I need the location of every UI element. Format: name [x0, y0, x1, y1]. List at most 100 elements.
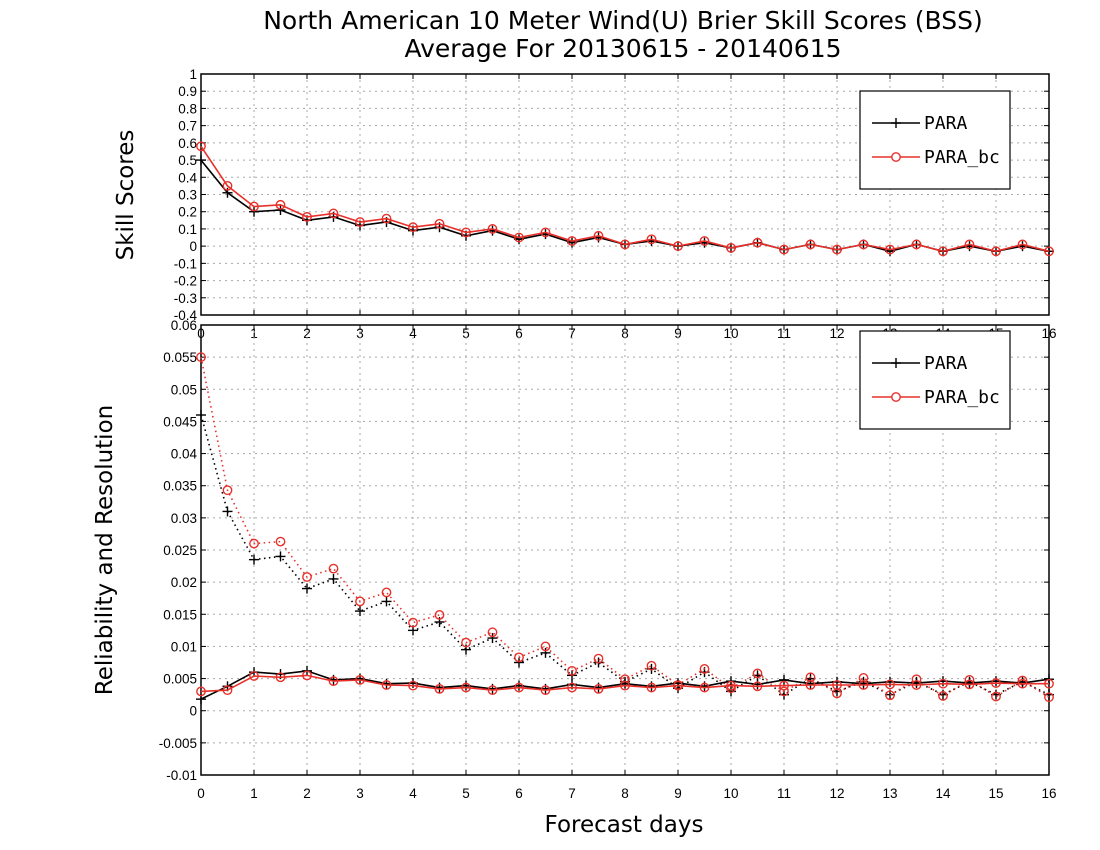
y-tick-label: 0.5	[178, 153, 197, 168]
data-point-circle	[805, 239, 816, 250]
data-point-plus	[381, 596, 392, 607]
data-point-plus	[196, 155, 206, 166]
series-line	[200, 674, 1049, 693]
x-tick-label: 10	[723, 326, 738, 341]
data-point-circle	[620, 239, 630, 250]
data-point-circle	[514, 652, 524, 663]
data-point-circle	[699, 236, 710, 246]
bottom-y-axis-label: Reliability and Resolution	[92, 405, 118, 695]
x-tick-label: 2	[303, 786, 311, 801]
x-tick-label: 4	[409, 326, 417, 341]
y-tick-label: 0.035	[163, 479, 197, 494]
y-tick-label: 0.6	[178, 136, 197, 151]
legend-label: PARA_bc	[924, 147, 1000, 168]
legend-label: PARA	[924, 113, 968, 134]
y-tick-label: -0.4	[174, 308, 198, 323]
x-tick-label: 7	[568, 326, 576, 341]
data-point-circle	[779, 680, 789, 691]
data-point-circle	[991, 678, 1001, 688]
data-point-circle	[408, 222, 418, 233]
data-point-circle	[249, 538, 259, 549]
chart-title-line1: North American 10 Meter Wind(U) Brier Sk…	[263, 6, 983, 35]
legend-box	[859, 90, 1011, 190]
y-tick-label: 0.4	[178, 170, 197, 185]
data-point-circle	[752, 681, 763, 692]
panel-skill-scores: 1 0.9 0.8 0.7 0.6 0.5 0.4 0.3 0.2 0.1 0 -0.1 -0.2 -0.…	[174, 67, 1057, 341]
top-y-axis-label: Skill Scores	[113, 130, 139, 261]
x-tick-label: 4	[409, 786, 417, 801]
data-point-plus	[196, 410, 206, 420]
y-tick-label: 0.8	[178, 101, 197, 116]
panel-reliability-resolution: 0.060.0550.050.0450.040.0350.030.0250.02…	[159, 318, 1057, 801]
y-tick-label: 0.005	[163, 672, 197, 687]
x-tick-label: 1	[250, 326, 258, 341]
data-point-circle	[593, 230, 604, 241]
legend-swatch-circle	[891, 152, 901, 162]
x-tick-label: 0	[197, 786, 205, 801]
series-para-bc-solid	[196, 141, 1054, 257]
data-point-circle	[461, 637, 471, 648]
data-point-circle	[699, 664, 710, 674]
data-point-circle	[1017, 678, 1028, 689]
data-point-circle	[381, 213, 392, 224]
y-tick-label: 0.055	[163, 350, 197, 365]
data-point-circle	[779, 686, 789, 697]
data-point-circle	[328, 563, 339, 574]
x-tick-label: 5	[462, 326, 470, 341]
data-point-circle	[514, 682, 524, 693]
legend-label: PARA	[924, 353, 968, 374]
x-tick-label: 11	[777, 786, 791, 801]
data-point-circle	[434, 610, 445, 620]
legend: PARA PARA_bc	[859, 330, 1011, 430]
x-tick-label: 12	[829, 326, 844, 341]
series-para-bc-solid	[196, 670, 1054, 697]
x-tick-label: 3	[356, 786, 364, 801]
series-line	[200, 414, 1050, 696]
data-point-circle	[461, 682, 471, 693]
data-point-plus	[487, 633, 498, 644]
y-tick-label: 0.025	[163, 543, 197, 558]
data-point-circle	[832, 244, 842, 255]
data-point-circle	[567, 682, 577, 693]
data-point-circle	[620, 680, 630, 691]
data-point-circle	[567, 665, 577, 676]
data-point-circle	[885, 690, 895, 701]
data-point-circle	[381, 587, 392, 598]
data-point-plus	[779, 674, 789, 685]
data-point-circle	[381, 680, 392, 690]
data-point-circle	[514, 232, 524, 243]
y-tick-label: 0.05	[171, 382, 197, 397]
data-point-circle	[275, 536, 286, 547]
y-tick-label: 0.04	[171, 447, 198, 462]
data-point-circle	[593, 683, 604, 694]
x-axis-label: Forecast days	[545, 812, 704, 838]
data-point-circle	[487, 685, 498, 696]
y-tick-label: 0.015	[163, 607, 197, 622]
data-point-circle	[726, 680, 736, 691]
data-point-circle	[355, 596, 365, 607]
data-point-circle	[1017, 239, 1028, 250]
x-tick-label: 12	[829, 786, 844, 801]
plot-frame	[200, 73, 1050, 316]
data-point-circle	[938, 678, 948, 689]
y-tick-label: 0.7	[178, 119, 197, 134]
data-point-circle	[991, 246, 1001, 257]
data-point-circle	[805, 680, 816, 690]
y-tick-label: -0.2	[174, 274, 197, 289]
y-tick-label: 0.02	[171, 575, 197, 590]
x-tick-label: 15	[988, 786, 1003, 801]
data-point-circle	[487, 627, 498, 638]
data-point-circle	[408, 617, 418, 628]
data-point-circle	[222, 485, 233, 496]
data-point-circle	[461, 227, 471, 238]
data-point-plus	[222, 506, 233, 517]
legend: PARA PARA_bc	[859, 90, 1011, 190]
data-point-plus	[302, 583, 312, 594]
data-point-circle	[196, 686, 206, 697]
chart-title-line2: Average For 20130615 - 20140615	[404, 34, 841, 63]
data-point-circle	[196, 352, 206, 363]
data-point-circle	[1044, 246, 1054, 257]
data-point-circle	[275, 199, 286, 210]
y-tick-label: 1	[189, 67, 197, 82]
